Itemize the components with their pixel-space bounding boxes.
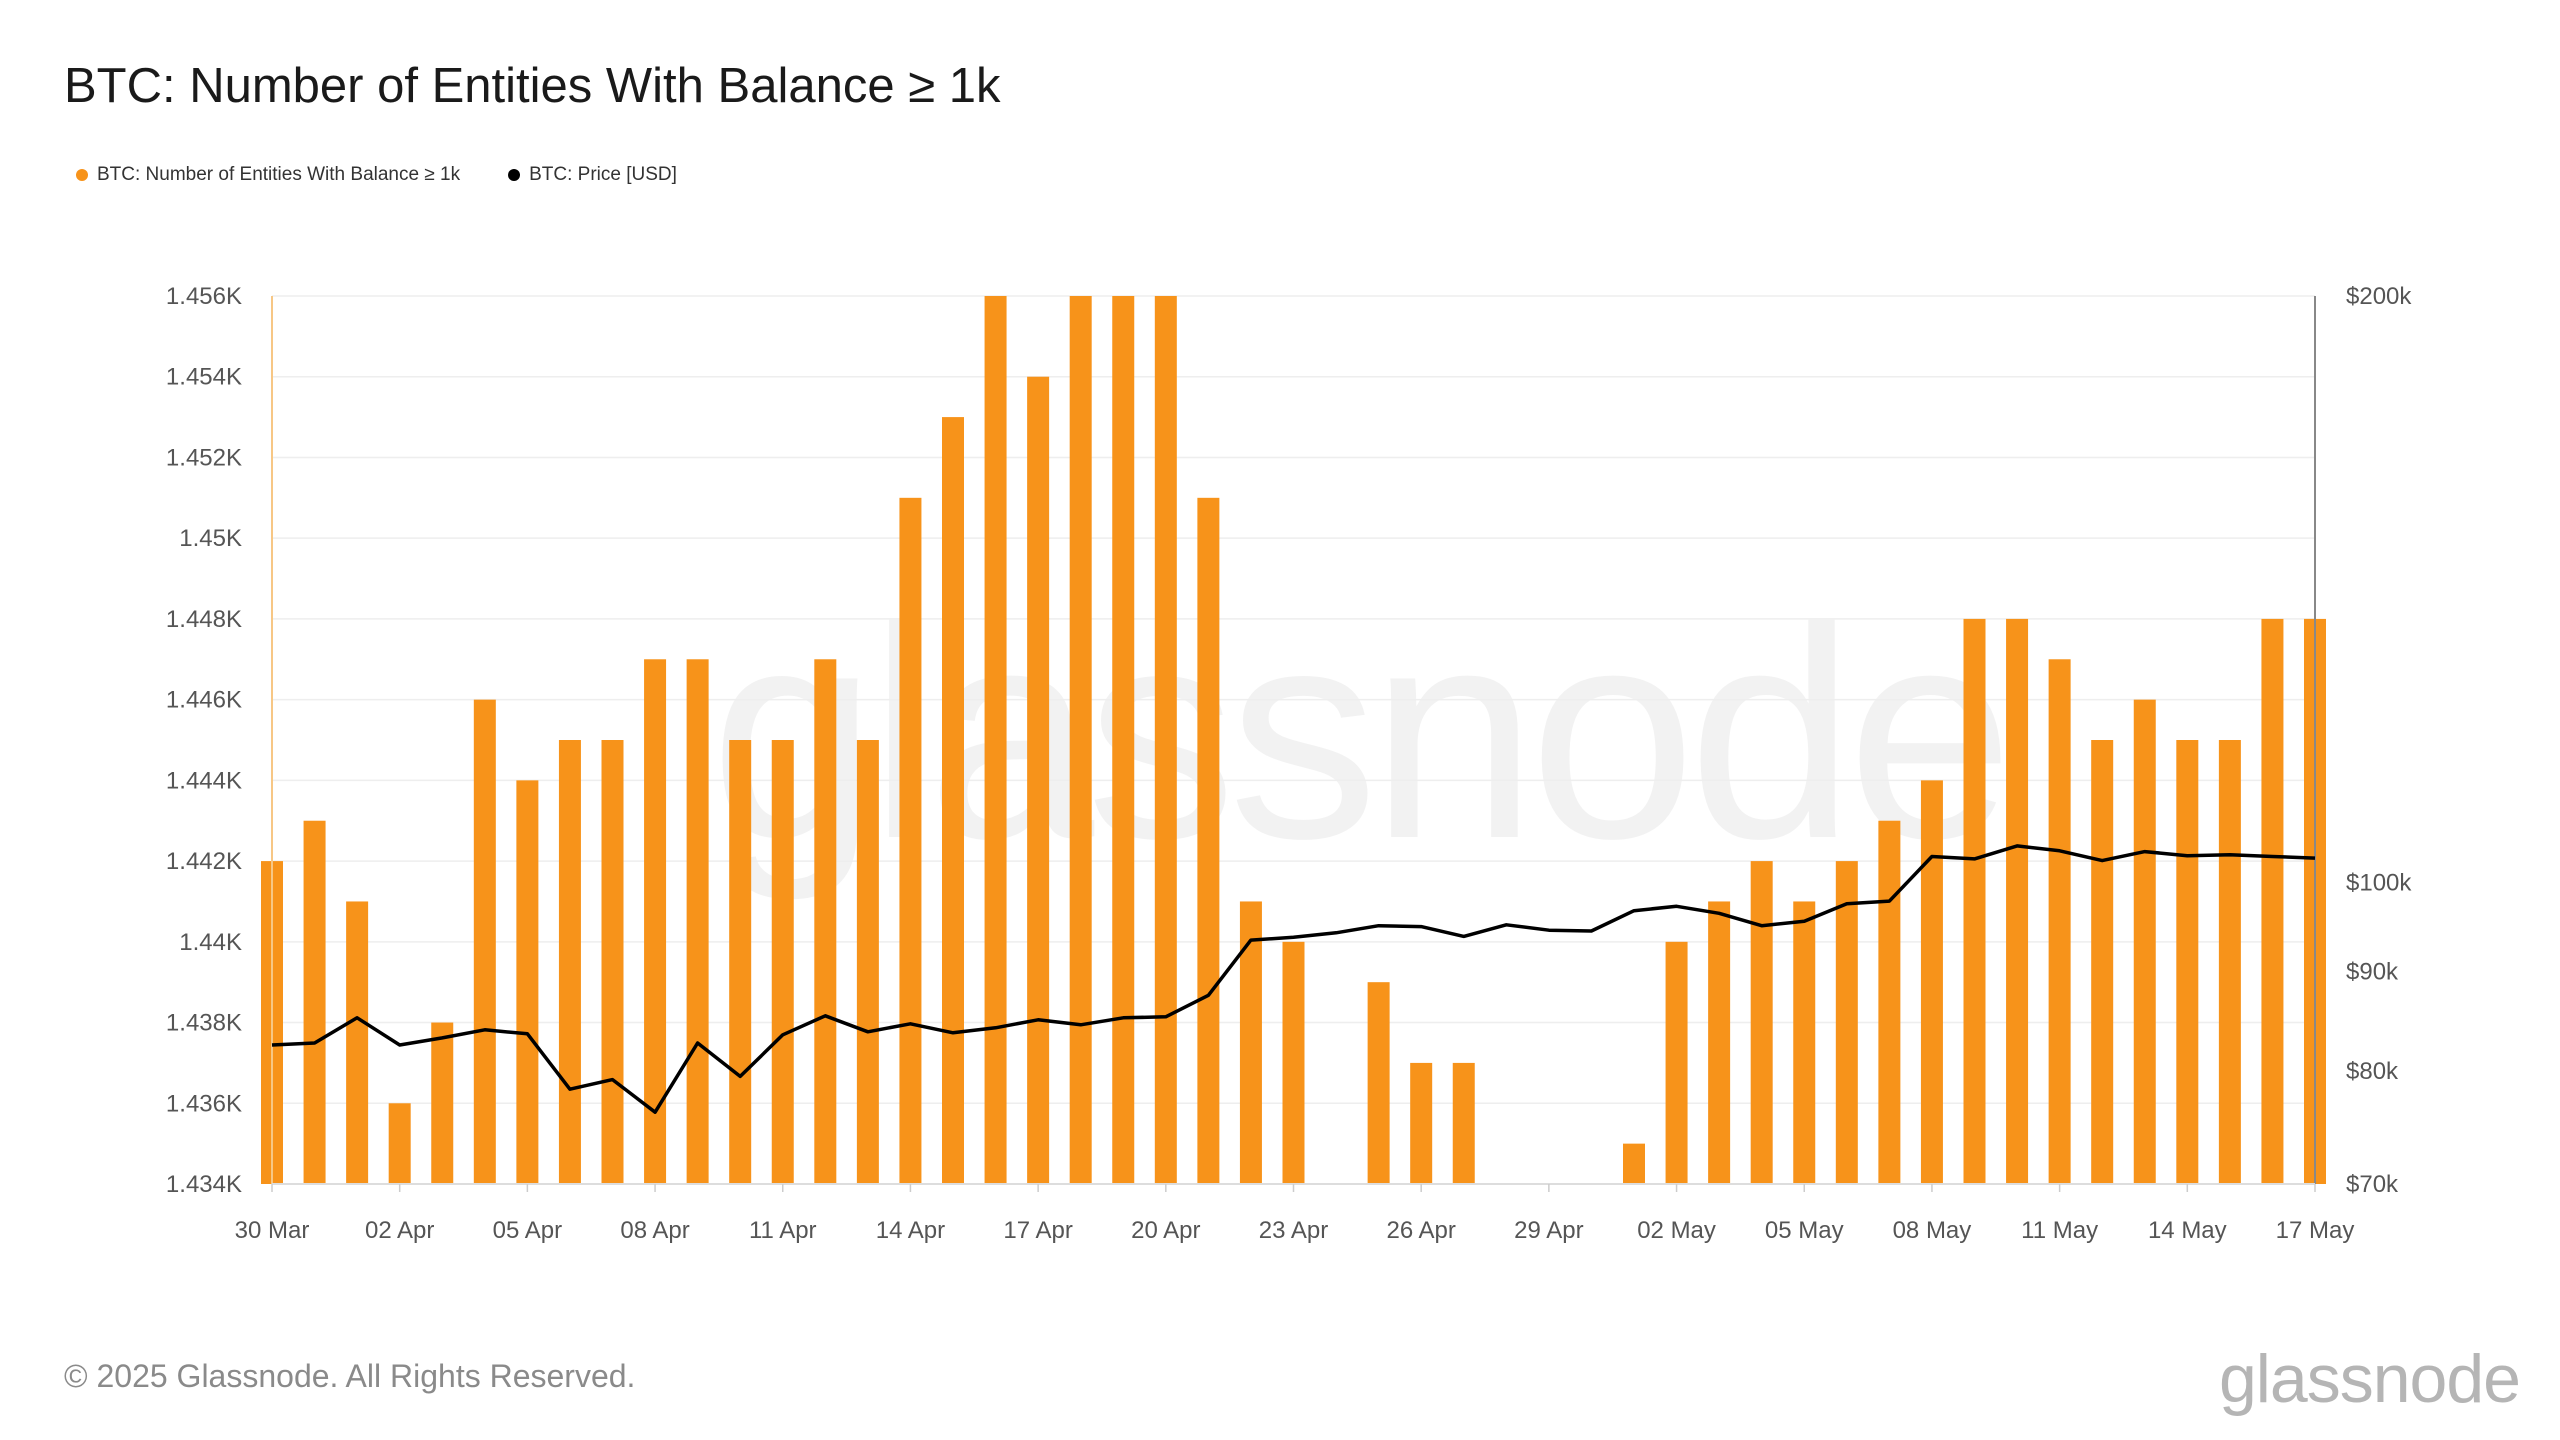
bar [2048,659,2071,1184]
bar [1154,296,1177,1184]
left-tick-label: 1.438K [166,1010,242,1037]
x-tick-label: 17 May [2276,1217,2355,1244]
left-tick-label: 1.454K [166,364,242,391]
bar [2176,740,2199,1184]
left-tick-label: 1.456K [166,283,242,310]
bar [2261,618,2284,1184]
price-line-series [271,844,2316,1114]
bar [1367,982,1390,1184]
x-tick-label: 23 Apr [1259,1217,1328,1244]
bar [771,740,794,1184]
bar [1027,376,1050,1184]
right-tick-label: $100k [2346,869,2412,896]
legend-swatch-price [508,169,521,181]
bar [814,659,837,1184]
bar [686,659,709,1184]
bar [1623,1143,1645,1184]
bar [1750,861,1773,1184]
left-tick-label: 1.452K [166,444,242,471]
bar [558,740,581,1184]
bar [1069,296,1092,1184]
bar [942,417,964,1184]
x-axis-ticks: 30 Mar 02 Apr 05 Apr 08 Apr 11 Apr 14 Apr 17 A… [235,1184,2355,1244]
bar [2091,740,2114,1184]
bar [388,1103,411,1184]
left-tick-label: 1.442K [166,848,242,875]
x-tick-label: 11 Apr [749,1217,817,1244]
legend-label-price: BTC: Price [USD] [529,164,677,185]
bar [1239,901,1262,1184]
bar [2218,740,2241,1184]
bar [2133,699,2156,1184]
right-tick-label: $80k [2346,1058,2399,1085]
right-axis-ticks: $70k $80k $90k $100k $200k [2346,283,2412,1198]
x-tick-label: 17 Apr [1003,1217,1072,1244]
bar [644,659,667,1184]
bar [1793,901,1816,1184]
x-tick-label: 14 Apr [876,1217,945,1244]
left-tick-label: 1.448K [166,606,242,633]
x-tick-label: 29 Apr [1514,1217,1583,1244]
left-tick-label: 1.434K [166,1171,242,1198]
legend-item-entities[interactable]: BTC: Number of Entities With Balance ≥ 1… [76,164,460,186]
page-title: BTC: Number of Entities With Balance ≥ 1… [64,59,1001,113]
price-line [271,844,2316,1114]
right-tick-label: $90k [2346,958,2399,985]
bar [1197,497,1220,1184]
x-tick-label: 14 May [2148,1217,2227,1244]
bar [1410,1062,1433,1184]
bar [1665,941,1688,1184]
right-tick-label: $200k [2346,283,2412,310]
left-tick-label: 1.444K [166,767,242,794]
x-tick-label: 08 Apr [620,1217,689,1244]
chart-legend: BTC: Number of Entities With Balance ≥ 1… [76,164,677,186]
x-tick-label: 08 May [1893,1217,1972,1244]
bar [601,740,624,1184]
bar-series [261,296,2326,1184]
bar [729,740,752,1184]
left-tick-label: 1.446K [166,687,242,714]
x-tick-label: 11 May [2021,1217,2098,1244]
bar [856,740,879,1184]
x-tick-label: 05 May [1765,1217,1844,1244]
right-tick-label: $70k [2346,1171,2399,1198]
bar [1835,861,1858,1184]
x-tick-label: 05 Apr [493,1217,562,1244]
bar [1452,1062,1475,1184]
x-tick-label: 20 Apr [1131,1217,1200,1244]
x-tick-label: 02 Apr [365,1217,434,1244]
x-tick-label: 02 May [1637,1217,1716,1244]
watermark-logo: glassnode [710,565,2014,901]
bar [1963,618,1986,1184]
bar [473,699,496,1184]
x-tick-label: 26 Apr [1386,1217,1455,1244]
bar [516,780,539,1184]
bar [899,497,922,1184]
left-tick-label: 1.45K [179,525,242,552]
bar [1920,780,1943,1184]
bar [2006,618,2029,1184]
legend-swatch-entities [76,169,88,181]
bar [431,1022,454,1184]
bar [1112,296,1135,1184]
left-axis-ticks: 1.434K 1.436K 1.438K 1.44K 1.442K 1.444K 1.446… [166,283,242,1198]
bar [346,901,369,1184]
legend-label-entities: BTC: Number of Entities With Balance ≥ 1… [97,164,461,185]
bar [303,820,326,1184]
left-tick-label: 1.44K [179,929,242,956]
footer-logo[interactable]: glassnode [2218,1341,2521,1417]
bar [1282,941,1305,1184]
x-tick-label: 30 Mar [235,1217,310,1244]
footer-copyright: © 2025 Glassnode. All Rights Reserved. [64,1358,636,1394]
bar [984,296,1007,1184]
bar [1708,901,1731,1184]
bar [1878,820,1901,1184]
legend-item-price[interactable]: BTC: Price [USD] [508,164,677,186]
left-tick-label: 1.436K [166,1090,242,1117]
